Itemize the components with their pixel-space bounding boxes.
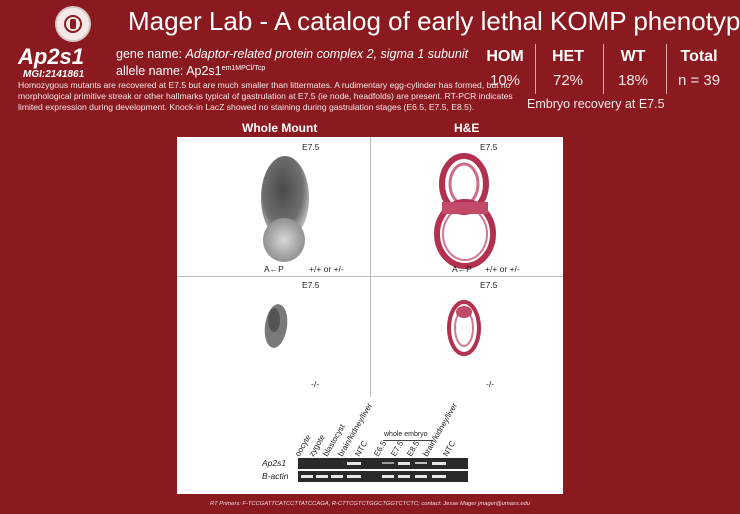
mutant-whole-mount-image <box>264 304 288 348</box>
he-header: H&E <box>454 121 480 135</box>
phenotype-description: Homozygous mutants are recovered at E7.5… <box>18 80 513 112</box>
stat-het: HET 72% <box>543 48 593 89</box>
mut-wm-genotype: -/- <box>311 379 320 389</box>
mutant-he-image <box>447 300 481 356</box>
allele-label: allele name: <box>116 64 187 78</box>
stat-label: HOM <box>486 48 524 65</box>
grid-divider-h <box>177 276 563 277</box>
wt-he-genotype: +/+ or +/- <box>485 264 520 274</box>
stat-divider <box>666 44 667 94</box>
wt-he-image <box>434 153 496 269</box>
stat-total: Total n = 39 <box>670 48 728 89</box>
wt-wm-stage: E7.5 <box>302 142 320 152</box>
stat-label: Total <box>680 48 718 65</box>
whole-embryo-label: whole embryo <box>384 431 428 438</box>
stat-wt: WT 18% <box>608 48 658 89</box>
mgi-id: MGI:2141861 <box>23 69 85 80</box>
gene-label-bactin: B-actin <box>262 471 289 481</box>
stat-value: 10% <box>489 72 521 89</box>
stat-hom: HOM 10% <box>480 48 530 89</box>
gene-name-label: gene name: <box>116 47 186 61</box>
wt-he-stage: E7.5 <box>480 142 498 152</box>
recovery-note: Embryo recovery at E7.5 <box>527 97 665 111</box>
wt-he-axis: A←P <box>452 264 472 274</box>
wt-wm-axis: A←P <box>264 264 284 274</box>
mut-he-stage: E7.5 <box>480 280 498 290</box>
mut-he-genotype: -/- <box>486 379 495 389</box>
footer-primers: RT Primers: F-TCCGATTCATCCTTATCCAGA, R-C… <box>209 501 530 507</box>
gene-name: Adaptor-related protein complex 2, sigma… <box>185 47 469 61</box>
stat-value: 72% <box>552 72 584 89</box>
wt-whole-mount-image <box>261 156 309 262</box>
allele-sup: em1MPCl/Tcp <box>221 64 266 72</box>
gel-bactin <box>298 471 468 482</box>
stat-label: WT <box>620 48 646 65</box>
group-bracket <box>383 440 433 441</box>
allele-name-line: allele name: Ap2s1em1MPCl/Tcp <box>116 64 265 78</box>
gene-name-line: gene name: Adaptor-related protein compl… <box>116 47 468 61</box>
grid-divider-v <box>370 137 371 397</box>
gene-symbol: Ap2s1 <box>18 44 85 69</box>
stat-label: HET <box>552 48 584 65</box>
stat-divider <box>535 44 536 94</box>
whole-mount-header: Whole Mount <box>242 121 318 135</box>
page-title: Mager Lab - A catalog of early lethal KO… <box>128 6 740 36</box>
gel-ap2s1 <box>298 458 468 469</box>
allele-base: Ap2s1 <box>186 64 222 78</box>
stat-divider <box>603 44 604 94</box>
gene-label-ap2s1: Ap2s1 <box>262 458 287 468</box>
university-seal <box>55 6 91 42</box>
stat-value: n = 39 <box>677 72 721 89</box>
stat-value: 18% <box>617 72 649 89</box>
wt-wm-genotype: +/+ or +/- <box>309 264 344 274</box>
mut-wm-stage: E7.5 <box>302 280 320 290</box>
